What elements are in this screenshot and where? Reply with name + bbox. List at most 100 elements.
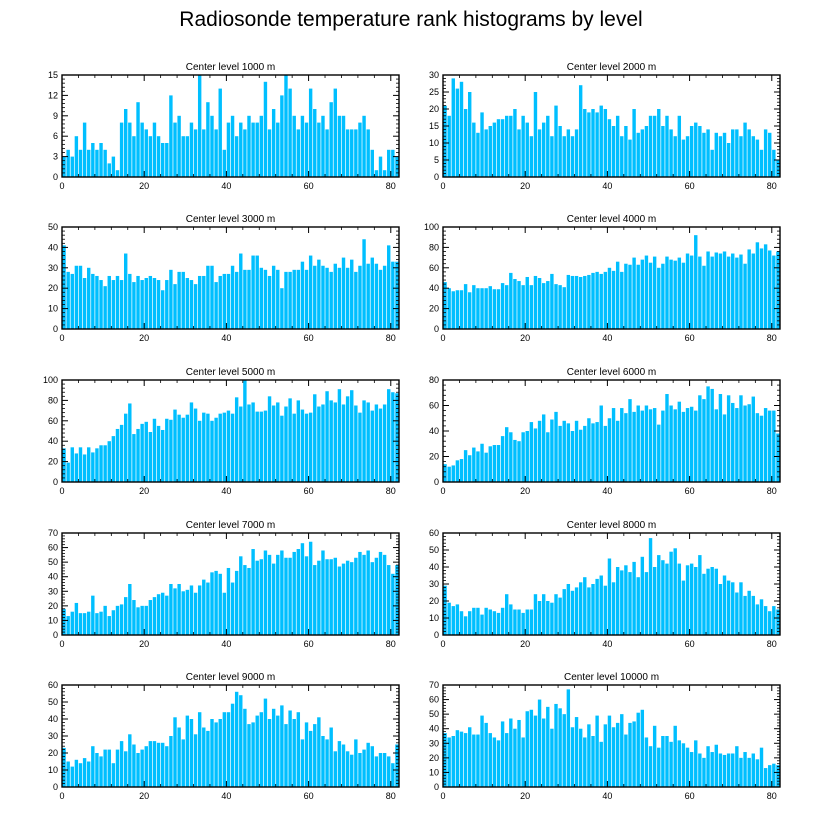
bar	[362, 554, 366, 635]
bar	[455, 604, 460, 635]
bar	[345, 129, 350, 177]
bar	[337, 741, 342, 787]
bar	[476, 451, 480, 482]
bar	[144, 278, 148, 329]
bar	[239, 406, 243, 482]
bar	[714, 409, 718, 482]
bar	[710, 752, 714, 787]
bar	[313, 265, 317, 329]
x-tick-label: 40	[221, 333, 231, 343]
bar	[673, 725, 677, 787]
bar	[562, 287, 566, 329]
bar	[124, 597, 128, 635]
y-tick-label: 50	[48, 697, 58, 707]
bar	[382, 753, 387, 787]
x-tick-label: 60	[304, 486, 314, 496]
bar	[743, 595, 747, 635]
bar	[128, 122, 132, 177]
bar	[755, 139, 760, 177]
bar	[541, 718, 546, 787]
y-tick-label: 40	[48, 242, 58, 252]
bar	[99, 280, 103, 329]
bar	[722, 132, 727, 177]
bar	[505, 285, 509, 329]
bar	[739, 136, 743, 177]
bar	[595, 422, 599, 482]
bar	[739, 582, 743, 635]
bar	[222, 592, 227, 635]
bar	[669, 741, 673, 787]
bar	[350, 754, 354, 787]
bar	[62, 156, 66, 177]
bar	[578, 429, 583, 482]
bar	[451, 736, 455, 787]
bar	[480, 715, 484, 787]
x-tick-label: 0	[440, 791, 445, 801]
bar	[140, 749, 144, 787]
bar	[492, 289, 497, 329]
bar	[463, 284, 468, 329]
bar	[689, 126, 694, 177]
bar	[759, 415, 764, 482]
bar	[181, 591, 185, 635]
bar	[583, 275, 587, 329]
bar	[484, 452, 488, 482]
bar	[345, 396, 350, 482]
bar	[554, 284, 558, 329]
bar	[492, 445, 497, 482]
bar	[366, 129, 370, 177]
bar	[284, 75, 288, 177]
bar	[694, 122, 698, 177]
bar	[570, 590, 575, 635]
bar	[665, 115, 669, 177]
bar	[529, 422, 534, 482]
bar	[443, 733, 447, 787]
bar	[99, 143, 103, 177]
bar	[677, 257, 682, 329]
bar	[480, 288, 484, 329]
bar	[321, 736, 325, 787]
bar	[722, 575, 727, 635]
bar	[70, 156, 74, 177]
bar	[387, 565, 391, 635]
bar	[276, 122, 280, 177]
bar	[574, 587, 579, 635]
bar	[243, 565, 247, 635]
bar	[181, 136, 185, 177]
bar	[768, 765, 772, 787]
bar	[345, 751, 350, 787]
bar	[387, 149, 391, 177]
bar	[591, 272, 595, 329]
bar	[550, 273, 554, 329]
bar	[382, 404, 387, 482]
bar	[772, 149, 776, 177]
bar	[759, 248, 764, 329]
bar	[255, 122, 259, 177]
bar	[673, 260, 677, 329]
bar	[271, 708, 276, 787]
bar	[362, 400, 366, 482]
bar	[665, 256, 669, 329]
bar	[657, 424, 661, 483]
bar	[537, 129, 542, 177]
panel-9: Center level 10000 m 0 20 40 60 80 0 10 20 30 40 50…	[429, 672, 781, 801]
bar	[517, 281, 521, 329]
bar	[562, 714, 566, 787]
bar	[566, 689, 571, 787]
x-tick-label: 20	[139, 333, 149, 343]
bar	[78, 447, 83, 482]
bar	[197, 712, 202, 787]
bar	[304, 413, 309, 482]
bar	[128, 273, 132, 329]
bar	[292, 413, 296, 482]
x-tick-label: 20	[139, 791, 149, 801]
y-tick-label: 25	[429, 87, 439, 97]
plot-frame	[61, 379, 400, 483]
bar	[189, 719, 194, 787]
bar	[546, 601, 550, 635]
bar	[313, 394, 317, 482]
bar	[484, 607, 488, 635]
bar	[189, 585, 194, 635]
bar	[718, 136, 723, 177]
bar	[698, 555, 702, 635]
